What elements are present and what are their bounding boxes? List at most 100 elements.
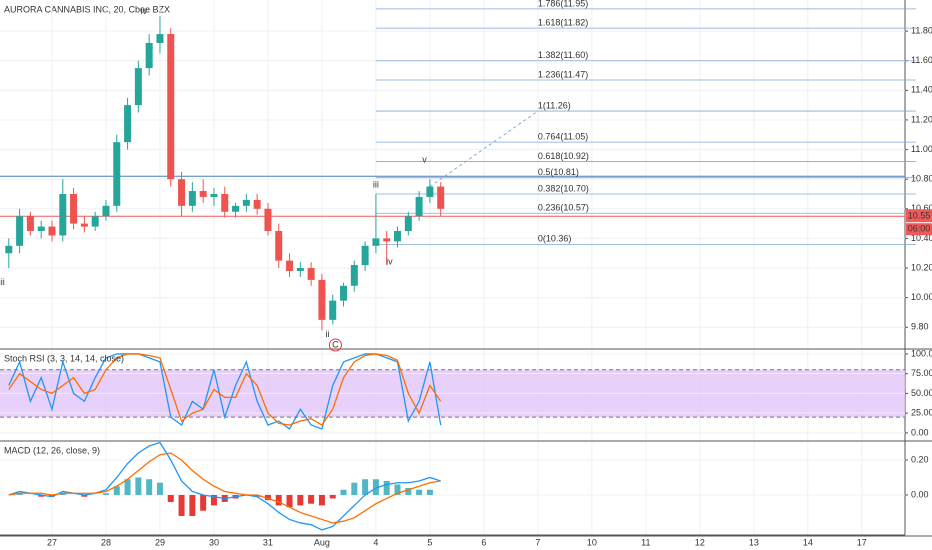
x-tick-label: 31: [263, 537, 273, 547]
candle: [178, 171, 186, 217]
histogram-bar: [286, 494, 293, 508]
candle-body: [16, 216, 24, 246]
histogram-bar: [189, 494, 196, 516]
histogram-bar: [264, 494, 271, 501]
y-tick-label: 75.00: [911, 368, 932, 378]
fib-label: 0.764(11.05): [538, 132, 588, 142]
macd-line: [8, 452, 441, 524]
candle: [113, 134, 121, 212]
histogram-bar: [102, 493, 109, 495]
candle-body: [232, 205, 240, 212]
pane-title: MACD (12, 26, close, 9): [4, 445, 100, 455]
candle-body: [329, 300, 337, 320]
candle: [5, 238, 13, 269]
candle: [167, 28, 175, 187]
candle: [91, 211, 99, 232]
candle-body: [361, 245, 369, 266]
histogram-bar: [135, 477, 142, 495]
fib-label: 1.786(11.95): [538, 0, 588, 8]
fib-label: 0.236(10.57): [538, 203, 589, 213]
candle-body: [404, 216, 412, 232]
candle: [404, 211, 412, 236]
y-tick-label: 11.20: [911, 114, 932, 124]
chart-title: AURORA CANNABIS INC, 20, Cboe BZX: [4, 4, 170, 14]
candle-body: [383, 238, 391, 242]
x-tick-label: 17: [857, 537, 867, 547]
candle: [415, 191, 423, 221]
candle-body: [59, 193, 67, 236]
wave-label: ii: [325, 329, 329, 339]
histogram-bar: [297, 494, 304, 506]
y-tick-label: 0.00: [911, 427, 929, 437]
x-tick-label: 5: [427, 537, 432, 547]
fib-label: 0(10.36): [538, 234, 572, 244]
y-tick-label: 11.40: [911, 85, 932, 95]
candle-body: [145, 42, 153, 69]
candle: [426, 179, 434, 203]
candle: [383, 231, 391, 266]
price-tag: [906, 209, 932, 223]
y-tick-label: 0.20: [911, 454, 929, 464]
candle: [26, 211, 34, 236]
candle: [221, 186, 229, 218]
stoch-line: [8, 353, 442, 426]
x-tick-label: 10: [587, 537, 597, 547]
histogram-bar: [351, 482, 358, 495]
y-tick-label: 10.20: [911, 262, 932, 272]
histogram-bar: [318, 494, 325, 506]
wave-label: v: [422, 154, 427, 164]
histogram-bar: [426, 489, 433, 495]
candle-body: [350, 265, 358, 286]
stoch-line: [8, 353, 442, 430]
fib-label: 1.236(11.47): [538, 69, 588, 79]
histogram-bar: [59, 493, 66, 495]
candle-body: [26, 216, 34, 232]
histogram-bar: [405, 487, 412, 495]
x-tick-label: 27: [47, 537, 57, 547]
fib-label: 1.382(11.60): [538, 50, 588, 60]
candle-body: [91, 216, 99, 227]
candle-body: [178, 179, 186, 206]
wave-label: C: [332, 339, 339, 349]
candle-body: [80, 223, 88, 227]
candle-body: [134, 68, 142, 106]
candle-body: [264, 208, 272, 232]
histogram-bar: [38, 494, 45, 497]
candle: [275, 223, 283, 269]
candle-body: [242, 199, 250, 206]
candle: [188, 182, 196, 212]
candle-body: [124, 105, 132, 143]
candle: [232, 202, 240, 218]
x-tick-label: Aug: [314, 537, 330, 547]
countdown-label: 06:00: [908, 224, 931, 234]
histogram-bar: [156, 482, 163, 495]
histogram-bar: [167, 494, 174, 502]
x-tick-label: 30: [209, 537, 219, 547]
histogram-bar: [416, 489, 423, 495]
histogram-bar: [383, 480, 390, 495]
histogram-bar: [81, 494, 88, 497]
fib-label: 1(11.26): [538, 100, 571, 110]
y-tick-label: 10.60: [911, 203, 932, 213]
candle: [210, 188, 218, 206]
candle-body: [394, 231, 402, 242]
candle: [199, 179, 207, 203]
macd-line: [8, 441, 441, 531]
candle: [70, 188, 78, 230]
y-tick-label: 25.00: [911, 408, 932, 418]
candle-body: [210, 193, 218, 197]
candle-body: [253, 199, 261, 209]
histogram-bar: [372, 479, 379, 495]
x-tick-label: 28: [101, 537, 111, 547]
y-tick-label: 0.00: [911, 489, 929, 499]
candle: [307, 262, 315, 286]
candle: [48, 220, 56, 242]
candle: [437, 182, 445, 217]
histogram-bar: [210, 494, 217, 506]
candle-body: [286, 260, 294, 271]
x-tick-label: 4: [373, 537, 378, 547]
y-tick-label: 10.80: [911, 174, 932, 184]
x-tick-label: 11: [641, 537, 650, 547]
countdown-tag: [906, 223, 932, 236]
